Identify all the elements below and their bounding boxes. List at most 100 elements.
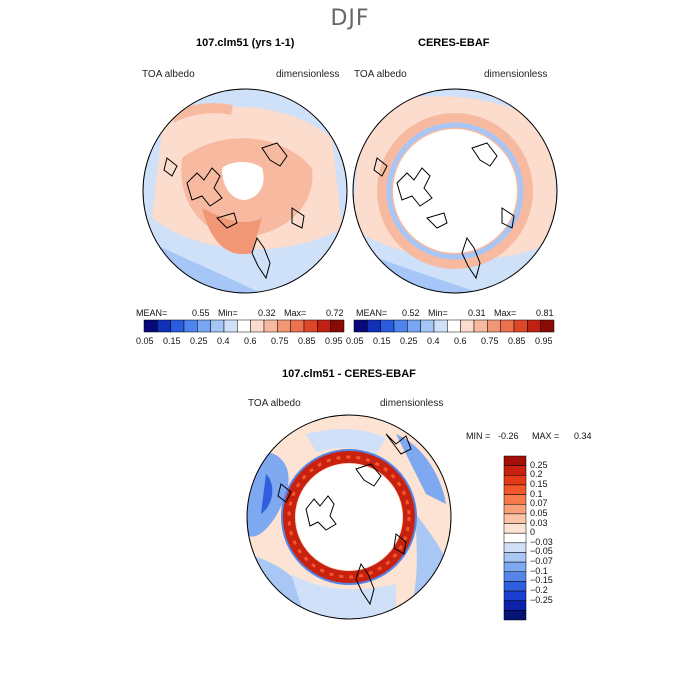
colorbar-swatch — [250, 319, 265, 333]
colorbar-swatch — [513, 319, 528, 333]
colorbar-swatch — [330, 319, 345, 333]
colorbar-swatch — [473, 319, 488, 333]
colorbar-tick-label: 0.15 — [373, 336, 391, 346]
panel-1-mean: 0.55 — [192, 308, 210, 318]
panel-1-max: 0.72 — [326, 308, 344, 318]
colorbar-tick-label: 0.4 — [217, 336, 230, 346]
colorbar-swatch — [143, 319, 158, 333]
colorbar-swatch — [380, 319, 395, 333]
diff-colorbar-swatch — [503, 581, 527, 592]
colorbar-swatch — [303, 319, 318, 333]
diff-colorbar-swatch — [503, 532, 527, 544]
colorbar-swatch — [263, 319, 278, 333]
diff-colorbar-tick-label: 0.05 — [530, 507, 548, 518]
colorbar-tick-label: 0.85 — [298, 336, 316, 346]
colorbar-tick-label: 0.75 — [271, 336, 289, 346]
colorbar-swatch — [420, 319, 435, 333]
colorbar-tick-label: 0.4 — [427, 336, 440, 346]
diff-colorbar-tick-label: −0.07 — [530, 556, 553, 567]
diff-colorbar-swatch — [503, 542, 527, 553]
panel-1-map — [142, 88, 348, 294]
diff-colorbar-swatch — [503, 523, 527, 534]
panel-1-units: dimensionless — [276, 69, 340, 80]
season-title: DJF — [330, 6, 370, 31]
diff-colorbar-tick-label: −0.25 — [530, 594, 553, 605]
panel-2-map — [352, 88, 558, 294]
panel-2-max: 0.81 — [536, 308, 554, 318]
panel-2-title: CERES-EBAF — [418, 37, 490, 49]
panel-2-min: 0.31 — [468, 308, 486, 318]
diff-colorbar-tick-label: 0.25 — [530, 459, 548, 470]
colorbar-swatch — [500, 319, 515, 333]
colorbar-swatch — [170, 319, 185, 333]
diff-colorbar-tick-label: −0.15 — [530, 575, 553, 586]
diff-units: dimensionless — [380, 398, 444, 409]
diff-max: 0.34 — [574, 431, 592, 441]
diff-colorbar-swatch — [503, 561, 527, 573]
diff-colorbar-swatch — [503, 590, 527, 601]
diff-map — [246, 414, 452, 620]
colorbar-tick-label: 0.25 — [400, 336, 418, 346]
colorbar-tick-label: 0.15 — [163, 336, 181, 346]
panel-2-mean: 0.52 — [402, 308, 420, 318]
diff-colorbar-swatch — [503, 475, 527, 486]
colorbar-swatch — [487, 319, 501, 333]
panel-1-title: 107.clm51 (yrs 1-1) — [196, 37, 295, 49]
colorbar-tick-label: 0.05 — [136, 336, 154, 346]
panel-1-colorbar — [143, 319, 345, 333]
diff-colorbar-tick-label: −0.2 — [530, 585, 548, 596]
colorbar-swatch — [210, 319, 225, 333]
diff-colorbar-tick-label: 0.2 — [530, 469, 543, 480]
panel-1-mean-label: MEAN= — [136, 308, 168, 318]
diff-max-label: MAX = — [532, 431, 560, 441]
colorbar-swatch — [407, 319, 421, 333]
diff-variable: TOA albedo — [248, 398, 301, 409]
panel-2-mean-label: MEAN= — [356, 308, 388, 318]
colorbar-swatch — [237, 319, 251, 333]
panel-2-colorbar — [353, 319, 555, 333]
panel-1-min: 0.32 — [258, 308, 276, 318]
colorbar-swatch — [540, 319, 555, 333]
panel-1-max-label: Max= — [284, 308, 307, 318]
panel-2-colorbar-ticks: 0.05 0.15 0.25 0.4 0.6 0.75 0.85 0.95 — [346, 336, 564, 348]
colorbar-swatch — [197, 319, 211, 333]
diff-title: 107.clm51 - CERES-EBAF — [282, 368, 416, 380]
colorbar-swatch — [223, 319, 238, 333]
colorbar-swatch — [527, 319, 541, 333]
diff-colorbar-swatch — [503, 503, 527, 515]
colorbar-swatch — [183, 319, 198, 333]
diff-colorbar-swatch — [503, 571, 527, 582]
colorbar-swatch — [367, 319, 381, 333]
panel-2-max-label: Max= — [494, 308, 517, 318]
diff-colorbar-ticks: 0.25 0.2 0.15 0.1 0.07 0.05 0.03 0 −0.03 −0.05 −0.… — [530, 456, 580, 620]
panel-1-min-label: Min= — [218, 308, 238, 318]
panel-1-colorbar-ticks: 0.05 0.15 0.25 0.4 0.6 0.75 0.85 0.95 — [136, 336, 354, 348]
colorbar-tick-label: 0.95 — [535, 336, 553, 346]
colorbar-tick-label: 0.75 — [481, 336, 499, 346]
panel-1-variable: TOA albedo — [142, 69, 195, 80]
colorbar-swatch — [433, 319, 448, 333]
colorbar-tick-label: 0.05 — [346, 336, 364, 346]
diff-colorbar-tick-label: −0.03 — [530, 536, 553, 547]
colorbar-swatch — [460, 319, 475, 333]
colorbar-tick-label: 0.25 — [190, 336, 208, 346]
panel-2-min-label: Min= — [428, 308, 448, 318]
diff-min-label: MIN = — [466, 431, 491, 441]
colorbar-tick-label: 0.6 — [454, 336, 467, 346]
diff-colorbar-swatch — [503, 552, 527, 563]
panel-2-variable: TOA albedo — [354, 69, 407, 80]
colorbar-swatch — [447, 319, 461, 333]
diff-colorbar-tick-label: 0.03 — [530, 517, 548, 528]
diff-colorbar-swatch — [503, 610, 527, 621]
diff-colorbar-swatch — [503, 494, 527, 505]
diff-min: -0.26 — [498, 431, 519, 441]
diff-colorbar-tick-label: −0.05 — [530, 546, 553, 557]
colorbar-swatch — [353, 319, 368, 333]
diff-colorbar-tick-label: 0.1 — [530, 488, 543, 499]
colorbar-swatch — [157, 319, 171, 333]
diff-colorbar-swatch — [503, 484, 527, 495]
colorbar-swatch — [277, 319, 291, 333]
colorbar-swatch — [393, 319, 408, 333]
diff-colorbar-tick-label: 0.15 — [530, 478, 548, 489]
diff-colorbar-tick-label: 0 — [530, 527, 536, 538]
